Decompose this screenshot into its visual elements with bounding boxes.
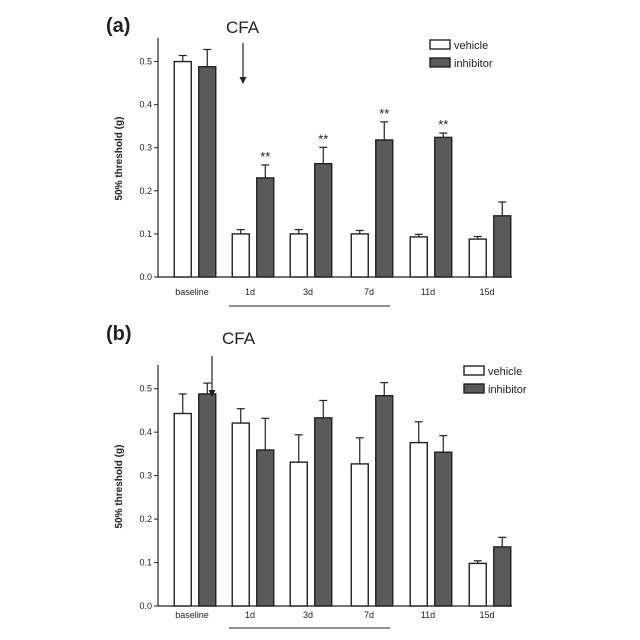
panel-label: (b) [106, 323, 132, 345]
bar-inhibitor [198, 393, 217, 607]
bar-vehicle [289, 461, 308, 607]
bar-inhibitor [314, 417, 333, 607]
panel-label: (a) [106, 15, 130, 37]
bar-vehicle [468, 238, 487, 278]
y-axis-label: 50% threshold (g) [114, 445, 125, 529]
bar-inhibitor [375, 394, 394, 607]
y-tick-label: 0.1 [139, 558, 152, 568]
bar-inhibitor [256, 449, 275, 607]
legend-swatch-inhibitor [463, 383, 485, 394]
bar-vehicle [231, 233, 250, 278]
significance-label: ** [379, 106, 389, 121]
bar-vehicle [468, 562, 487, 607]
legend-swatch-inhibitor [429, 57, 451, 68]
y-axis-label: 50% threshold (g) [114, 117, 125, 201]
bar-vehicle [409, 236, 428, 278]
y-tick-label: 0.3 [139, 143, 152, 153]
cfa-annotation: CFA [226, 18, 260, 37]
cfa-arrow-head [239, 77, 247, 84]
bar-vehicle [409, 441, 428, 607]
x-tick-label: 11d [421, 610, 435, 620]
y-tick-label: 0.5 [139, 384, 152, 394]
bar-inhibitor [434, 451, 453, 607]
legend-swatch-vehicle [429, 39, 451, 50]
y-tick-label: 0.2 [139, 186, 152, 196]
x-tick-label: 3d [303, 610, 313, 620]
y-tick-label: 0.4 [139, 100, 152, 110]
x-tick-label: 15d [479, 287, 494, 297]
y-tick-label: 0.2 [139, 514, 152, 524]
x-tick-label: baseline [175, 610, 209, 620]
legend-swatch-vehicle [463, 365, 485, 376]
legend-label-vehicle: vehicle [454, 40, 488, 52]
x-tick-label: 1d [245, 610, 255, 620]
bar-vehicle [350, 463, 369, 607]
x-tick-label: baseline [175, 287, 209, 297]
y-tick-label: 0.4 [139, 427, 152, 437]
y-tick-label: 0.5 [139, 57, 152, 67]
significance-label: ** [260, 149, 270, 164]
legend-label-vehicle: vehicle [488, 366, 522, 378]
significance-label: ** [318, 131, 328, 146]
x-tick-label: 15d [479, 610, 494, 620]
y-tick-label: 0.1 [139, 229, 152, 239]
bar-vehicle [173, 412, 192, 607]
y-tick-label: 0.3 [139, 471, 152, 481]
cfa-arrow-head [208, 390, 216, 397]
bar-vehicle [231, 422, 250, 607]
bar-vehicle [350, 233, 369, 278]
x-tick-label: 1d [245, 287, 255, 297]
bar-vehicle [289, 233, 308, 278]
x-tick-label: 3d [303, 287, 313, 297]
bar-inhibitor [493, 546, 512, 607]
significance-label: ** [438, 117, 448, 132]
y-tick-label: 0.0 [139, 272, 152, 282]
panel-b: (b) 0.0 0.1 0.2 0.3 0.4 0.5 50% threshold (g) ba… [106, 323, 527, 629]
x-tick-label: 7d [364, 287, 374, 297]
bar-inhibitor [198, 66, 217, 278]
bar-inhibitor [493, 215, 512, 278]
legend-label-inhibitor: inhibitor [488, 384, 527, 396]
panel-a: (a) 0.0 0.1 0.2 0.3 0.4 0.5 50% threshold (g) ba… [106, 15, 512, 307]
bar-inhibitor [434, 136, 453, 278]
bar-inhibitor [375, 139, 394, 278]
cfa-annotation: CFA [222, 329, 256, 348]
y-tick-label: 0.0 [139, 601, 152, 611]
legend-label-inhibitor: inhibitor [454, 58, 493, 70]
bar-vehicle [173, 60, 192, 278]
x-tick-label: 7d [364, 610, 374, 620]
bar-inhibitor [314, 162, 333, 278]
bar-inhibitor [256, 177, 275, 278]
x-tick-label: 11d [421, 287, 435, 297]
